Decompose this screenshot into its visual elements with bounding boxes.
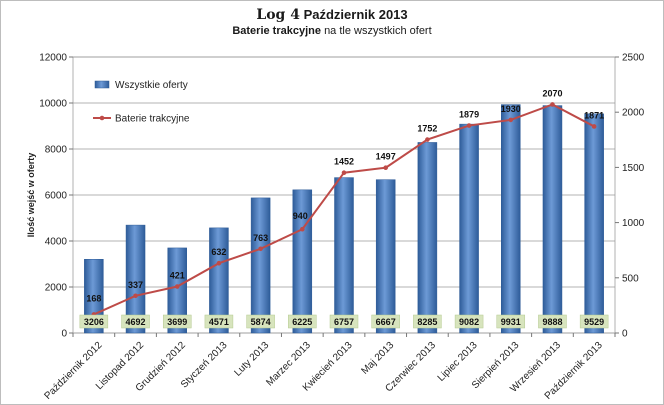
line-data-label: 1879 bbox=[459, 110, 479, 120]
bar-Październik 2012 bbox=[84, 259, 104, 334]
y2-tick-label: 0 bbox=[622, 329, 628, 340]
line-data-label: 763 bbox=[253, 233, 268, 243]
legend-line-marker bbox=[99, 115, 105, 121]
bar-data-label: 8285 bbox=[417, 317, 437, 327]
bar-value-box bbox=[204, 314, 234, 329]
bar-Lipiec 2013 bbox=[459, 123, 479, 334]
bar-Kwiecień 2013 bbox=[334, 177, 354, 334]
legend-entry-bars: Wszystkie oferty bbox=[115, 80, 188, 91]
bar-Luty 2013 bbox=[250, 197, 271, 334]
chart-title-date: Październik 2013 bbox=[303, 7, 408, 22]
bar-Marzec 2013 bbox=[292, 189, 313, 334]
bar-value-box bbox=[496, 314, 526, 329]
bar-data-label: 3206 bbox=[84, 317, 104, 327]
line-point bbox=[300, 226, 305, 232]
line-point bbox=[258, 246, 263, 252]
bar-value-box bbox=[538, 314, 567, 329]
bar-value-box bbox=[454, 314, 484, 329]
y-tick-label: 12000 bbox=[39, 53, 67, 64]
bar-value-box bbox=[329, 314, 359, 329]
bar-data-label: 6225 bbox=[292, 317, 312, 327]
bar-value-box bbox=[246, 314, 275, 329]
bar-value-box bbox=[371, 314, 400, 329]
chart-subtitle-rest: na tle wszystkich ofert bbox=[324, 25, 432, 37]
bar-Czerwiec 2013 bbox=[417, 142, 438, 334]
bar-value-box bbox=[579, 314, 609, 329]
y-tick-label: 10000 bbox=[39, 99, 67, 110]
bar-data-label: 9082 bbox=[459, 317, 479, 327]
y-tick-label: 6000 bbox=[45, 191, 68, 202]
line-data-label: 1871 bbox=[584, 110, 604, 120]
y2-tick-label: 1500 bbox=[622, 163, 645, 174]
bar-value-box bbox=[413, 314, 442, 329]
bar-data-label: 6667 bbox=[376, 317, 396, 327]
bar-Maj 2013 bbox=[375, 179, 396, 334]
x-tick-label: Październik 2012 bbox=[42, 340, 104, 402]
line-data-label: 1452 bbox=[334, 157, 354, 167]
x-tick-label: Lipiec 2013 bbox=[436, 340, 480, 384]
y-tick-label: 4000 bbox=[45, 237, 68, 248]
bar-Sierpień 2013 bbox=[501, 104, 521, 334]
line-data-label: 1497 bbox=[376, 152, 396, 162]
line-data-label: 2070 bbox=[542, 88, 562, 98]
legend-entry-line: Baterie trakcyjne bbox=[115, 114, 190, 125]
y-tick-label: 2000 bbox=[45, 283, 68, 294]
bar-data-label: 9529 bbox=[584, 317, 604, 327]
y2-tick-label: 2000 bbox=[622, 108, 645, 119]
chart-subtitle-bold: Baterie trakcyjne bbox=[232, 25, 321, 37]
line-point bbox=[383, 165, 388, 171]
line-point bbox=[591, 124, 597, 129]
bar-Styczeń 2013 bbox=[209, 227, 229, 334]
line-data-label: 632 bbox=[211, 247, 226, 257]
line-point bbox=[466, 123, 472, 128]
line-data-label: 1752 bbox=[417, 124, 437, 134]
chart-title: Log 4 Październik 2013 bbox=[0, 7, 664, 23]
bar-data-label: 9931 bbox=[501, 317, 521, 327]
bar-Październik 2013 bbox=[584, 113, 604, 334]
line-point bbox=[341, 170, 347, 175]
line-data-label: 168 bbox=[86, 293, 101, 303]
legend-bar-swatch bbox=[94, 80, 110, 89]
y2-tick-label: 500 bbox=[622, 273, 639, 284]
bar-value-box bbox=[162, 314, 192, 329]
y-tick-label: 8000 bbox=[45, 145, 68, 156]
bar-data-label: 6757 bbox=[334, 317, 354, 327]
bar-Wrzesień 2013 bbox=[542, 105, 563, 334]
bar-Grudzień 2012 bbox=[167, 247, 187, 334]
line-point bbox=[425, 137, 430, 142]
line-data-label: 337 bbox=[128, 280, 143, 290]
bar-Listopad 2012 bbox=[125, 224, 146, 334]
y-tick-label: 0 bbox=[61, 329, 67, 340]
bar-value-box bbox=[121, 314, 150, 329]
bar-data-label: 9888 bbox=[542, 317, 562, 327]
chart-subtitle: Baterie trakcyjne na tle wszystkich ofer… bbox=[0, 25, 664, 37]
line-point bbox=[550, 102, 555, 107]
y-axis-label: Ilość wejść w oferty bbox=[26, 153, 36, 238]
bar-value-box bbox=[79, 314, 109, 329]
x-tick-label: Maj 2013 bbox=[359, 340, 396, 377]
line-point bbox=[216, 260, 222, 266]
line-data-label: 421 bbox=[170, 271, 185, 281]
bar-data-label: 4692 bbox=[126, 317, 146, 327]
bar-data-label: 5874 bbox=[251, 317, 271, 327]
line-data-label: 940 bbox=[293, 211, 308, 221]
line-point bbox=[508, 117, 514, 123]
bar-data-label: 3699 bbox=[167, 317, 187, 327]
line-point bbox=[174, 284, 180, 289]
line-point bbox=[133, 293, 138, 299]
bar-value-box bbox=[288, 314, 317, 329]
x-tick-label: Luty 2013 bbox=[232, 340, 271, 379]
y2-tick-label: 2500 bbox=[622, 53, 645, 64]
y2-tick-label: 1000 bbox=[622, 218, 645, 229]
bar-data-label: 4571 bbox=[209, 317, 229, 327]
chart-title-main: Log 4 bbox=[256, 7, 300, 23]
line-data-label: 1930 bbox=[501, 104, 521, 114]
